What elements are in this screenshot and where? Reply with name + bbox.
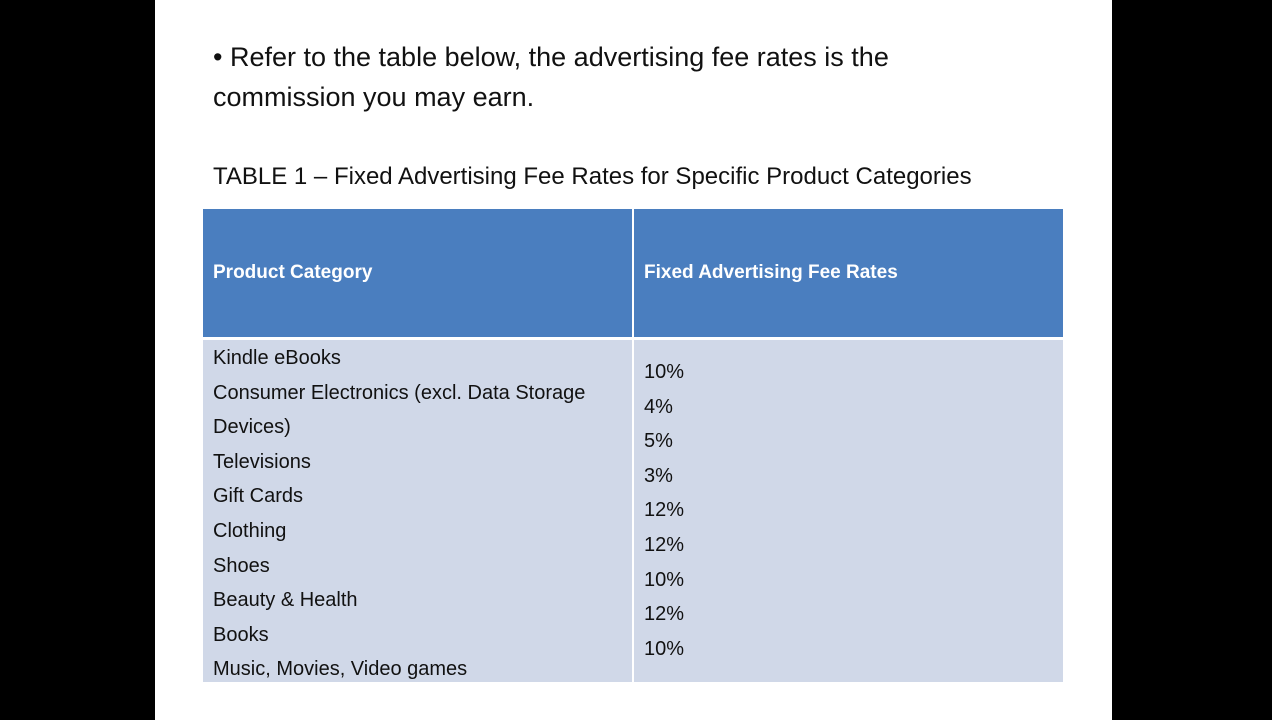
category-cell: Books — [213, 623, 269, 646]
category-cell: Beauty & Health — [213, 589, 358, 612]
rate-cell: 12% — [644, 603, 685, 626]
rate-cell: 10% — [644, 568, 685, 591]
category-cell: Music, Movies, Video games — [213, 658, 468, 681]
rate-cell: 5% — [644, 430, 673, 453]
rate-cell: 12% — [644, 533, 685, 556]
category-cell: Clothing — [213, 519, 287, 542]
category-cell: Kindle eBooks — [213, 347, 341, 369]
category-cell: Gift Cards — [213, 485, 304, 508]
body-text: commission you may earn. — [213, 82, 535, 112]
table-column: Kindle eBooks Consumer Electronics (excl.… — [203, 340, 632, 682]
rate-cell: 12% — [644, 499, 685, 522]
rate-cell: 4% — [644, 395, 673, 418]
category-cell: Shoes — [213, 554, 270, 577]
category-cell: Consumer Electronics (excl. Data Storage… — [213, 381, 586, 439]
body-text: • Refer to the table below, the advertis… — [213, 42, 889, 72]
table-column: 10% 4% 5% 3% 12% 12% 10% 12% 10% — [634, 340, 1063, 682]
rate-cell: 3% — [644, 464, 673, 487]
table-title: TABLE 1 – Fixed Advertising Fee Rates fo… — [213, 163, 972, 190]
header-cell: Fixed Advertising Fee Rates — [634, 209, 1063, 337]
rate-cell: 10% — [644, 637, 685, 660]
rate-cell: 10% — [644, 361, 685, 383]
header-cell: Product Category — [203, 209, 632, 337]
category-cell: Televisions — [213, 450, 311, 473]
slide: • Refer to the table below, the advertis… — [155, 0, 1112, 720]
